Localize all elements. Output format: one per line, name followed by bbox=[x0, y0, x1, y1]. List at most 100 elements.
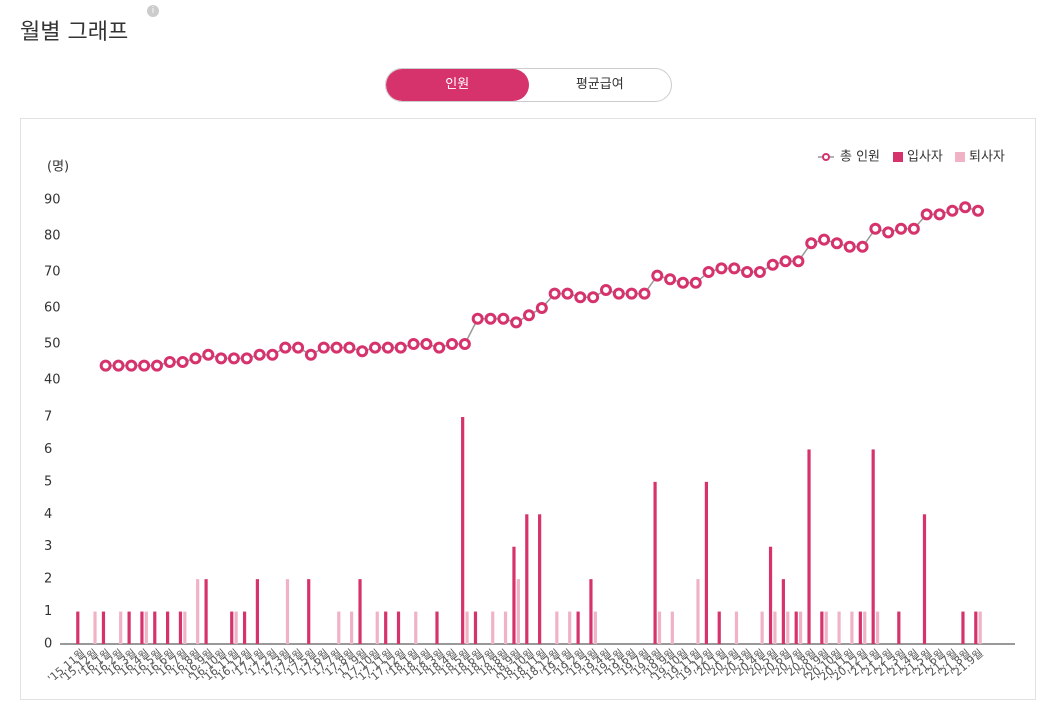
point bbox=[766, 258, 779, 271]
tab[interactable]: 인원 bbox=[386, 69, 529, 101]
legend-marker bbox=[822, 153, 830, 161]
info-icon[interactable]: i bbox=[147, 5, 159, 17]
point bbox=[869, 222, 882, 235]
bar bbox=[717, 611, 721, 644]
y-tick-label: 4 bbox=[44, 507, 52, 522]
point bbox=[279, 341, 292, 354]
point bbox=[792, 255, 805, 268]
point bbox=[446, 338, 459, 350]
bar bbox=[178, 611, 183, 644]
point bbox=[343, 341, 356, 354]
y-tick-label: 5 bbox=[44, 474, 52, 489]
point bbox=[805, 237, 818, 250]
point bbox=[587, 291, 600, 304]
bar bbox=[166, 611, 170, 644]
point bbox=[523, 309, 535, 322]
line bbox=[105, 206, 979, 367]
bar bbox=[781, 579, 785, 644]
point bbox=[920, 208, 933, 221]
bar bbox=[875, 611, 880, 644]
point bbox=[317, 341, 330, 354]
point bbox=[497, 312, 510, 325]
point bbox=[728, 262, 741, 275]
point bbox=[895, 222, 908, 235]
point bbox=[741, 266, 754, 278]
bar bbox=[657, 611, 662, 644]
y-tick-label: 70 bbox=[44, 265, 61, 280]
y-tick-label: 90 bbox=[44, 193, 61, 208]
y-tick-label: 6 bbox=[44, 442, 52, 457]
y-tick-label: 80 bbox=[44, 229, 61, 244]
point bbox=[433, 341, 446, 354]
point bbox=[856, 240, 869, 253]
point bbox=[599, 284, 612, 296]
point bbox=[535, 302, 548, 314]
tab-group: 인원 평균급여 bbox=[385, 68, 672, 102]
point bbox=[150, 359, 163, 372]
point bbox=[574, 291, 587, 304]
bar bbox=[144, 611, 148, 644]
bar bbox=[837, 611, 841, 644]
point bbox=[227, 352, 240, 365]
point bbox=[561, 287, 574, 300]
bar bbox=[593, 611, 597, 644]
bar bbox=[516, 579, 520, 644]
point bbox=[484, 312, 497, 325]
bar bbox=[974, 611, 978, 644]
point bbox=[292, 341, 305, 354]
legend-swatch bbox=[893, 152, 903, 162]
point bbox=[882, 226, 895, 239]
point bbox=[612, 287, 625, 300]
bar bbox=[794, 611, 798, 644]
point bbox=[99, 359, 112, 372]
bar bbox=[93, 611, 97, 644]
point bbox=[702, 266, 715, 278]
unit-label: (명) bbox=[47, 160, 69, 175]
point bbox=[779, 255, 792, 268]
bar bbox=[242, 611, 247, 644]
bar bbox=[786, 611, 790, 644]
y-tick-label: 3 bbox=[44, 539, 52, 554]
point bbox=[638, 287, 651, 300]
bar bbox=[858, 611, 862, 644]
bar bbox=[538, 514, 542, 644]
bar bbox=[760, 611, 764, 644]
bar bbox=[768, 546, 773, 644]
bar bbox=[127, 611, 131, 644]
bar bbox=[76, 611, 80, 644]
tab[interactable]: 평균급여 bbox=[575, 77, 624, 92]
point bbox=[394, 341, 407, 354]
bar bbox=[824, 611, 828, 644]
point bbox=[664, 273, 677, 286]
point bbox=[830, 237, 843, 250]
legend-label: 총 인원 bbox=[840, 150, 880, 165]
bar bbox=[922, 514, 927, 644]
y-tick-label: 50 bbox=[44, 337, 61, 352]
bar bbox=[525, 514, 529, 644]
bar bbox=[119, 611, 123, 644]
point bbox=[407, 338, 420, 350]
bar bbox=[820, 611, 824, 644]
bar bbox=[512, 546, 516, 644]
bar bbox=[734, 611, 739, 644]
point bbox=[946, 204, 959, 217]
point bbox=[715, 262, 728, 275]
point bbox=[266, 348, 279, 361]
bar bbox=[961, 611, 965, 644]
legend-label: 퇴사자 bbox=[969, 150, 1005, 165]
bar bbox=[350, 611, 354, 644]
point bbox=[753, 266, 766, 278]
bar bbox=[589, 579, 593, 644]
bar bbox=[230, 611, 234, 644]
bar bbox=[850, 611, 854, 644]
point bbox=[548, 287, 561, 300]
bar bbox=[255, 579, 259, 644]
bar bbox=[555, 611, 559, 644]
point bbox=[689, 276, 702, 289]
bar bbox=[704, 481, 708, 644]
y-tick-label: 1 bbox=[44, 604, 52, 619]
bar bbox=[396, 611, 401, 644]
bar bbox=[196, 579, 200, 644]
point bbox=[625, 287, 638, 300]
